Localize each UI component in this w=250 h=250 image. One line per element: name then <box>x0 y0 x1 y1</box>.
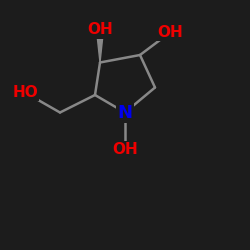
Text: OH: OH <box>112 142 138 158</box>
Polygon shape <box>96 30 103 62</box>
Text: HO: HO <box>12 85 38 100</box>
Text: OH: OH <box>157 25 183 40</box>
Text: OH: OH <box>87 22 113 38</box>
Text: N: N <box>118 104 132 122</box>
